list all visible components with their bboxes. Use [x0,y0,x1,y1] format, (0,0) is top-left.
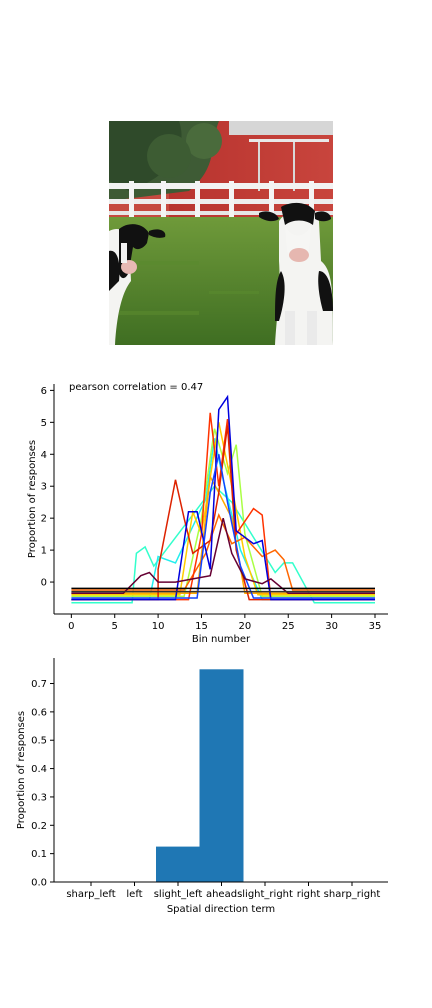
bar-x-tick-label-left: left [126,889,142,900]
bar-x-tick-label-sharp_left: sharp_left [66,889,115,900]
line-series-5 [71,512,375,591]
line-x-tick-label-6: 30 [325,621,338,632]
line-x-tick-label-1: 5 [112,621,118,632]
cow-left [109,224,166,345]
line-x-tick-label-0: 0 [68,621,74,632]
line-y-tick-label-4: 4 [41,450,47,461]
spatial-direction-bar-chart: 0.00.10.20.30.40.50.60.7 sharp_left left s… [16,658,388,915]
line-plot-area [71,394,375,604]
cow-photo-image [109,121,333,345]
line-chart-x-label: Bin number [192,634,251,645]
bar-y-tick-label-0: 0.0 [31,878,47,889]
line-y-tick-label-5: 5 [41,418,47,429]
line-x-tick-label-2: 10 [152,621,165,632]
line-series-2 [71,428,375,598]
line-series-0 [71,485,375,604]
line-y-tick-label-2: 2 [41,514,47,525]
line-series-10 [71,518,375,594]
bar-y-tick-label-4: 0.4 [31,764,47,775]
bar-chart-y-ticks: 0.0 0.1 0.2 0.3 0.4 0.5 0.6 0.7 [31,679,54,889]
line-chart-title: pearson correlation = 0.47 [69,382,203,393]
bar-y-tick-label-5: 0.5 [31,736,47,747]
line-series-9 [71,454,375,599]
line-series-6 [71,412,375,601]
bar-y-tick-label-6: 0.6 [31,707,47,718]
line-x-tick-label-3: 15 [195,621,208,632]
bar-x-tick-label-ahead: ahead [206,889,237,900]
bar-chart-y-label: Proportion of responses [16,711,27,829]
line-chart-y-ticks: 0 1 2 3 4 5 6 [41,386,54,589]
line-y-tick-label-0: 0 [41,578,47,589]
bar-x-tick-label-sharp_right: sharp_right [324,889,381,900]
line-chart-y-label: Proportion of responses [27,440,38,558]
line-x-tick-label-4: 20 [238,621,251,632]
bar-x-tick-label-slight_right: slight_right [237,889,293,900]
bar-x-tick-label-right: right [297,889,321,900]
bar-y-tick-label-3: 0.3 [31,792,47,803]
bar-ahead [199,669,244,882]
line-y-tick-label-6: 6 [41,386,47,397]
line-y-tick-label-3: 3 [41,482,47,493]
bar-y-tick-label-7: 0.7 [31,679,47,690]
line-x-tick-label-7: 35 [369,621,382,632]
bar-y-tick-label-2: 0.2 [31,821,47,832]
bin-response-line-chart: pearson correlation = 0.47 0 1 2 3 4 5 6 0 5 10 1… [27,382,388,645]
bar-y-tick-label-1: 0.1 [31,849,47,860]
line-x-tick-label-5: 25 [282,621,295,632]
line-series-8 [71,394,375,601]
line-chart-x-ticks: 0 5 10 15 20 25 30 35 [68,614,381,632]
cow-photo [109,121,333,345]
bar-chart-x-label: Spatial direction term [167,904,275,915]
bar-x-tick-label-slight_left: slight_left [154,889,203,900]
bar-chart-x-ticks: sharp_left left slight_left ahead slight_rig… [66,882,380,900]
cow-right [259,202,333,345]
bar-plot-area [156,669,244,882]
bar-slight_left [156,846,200,882]
line-y-tick-label-1: 1 [41,546,47,557]
